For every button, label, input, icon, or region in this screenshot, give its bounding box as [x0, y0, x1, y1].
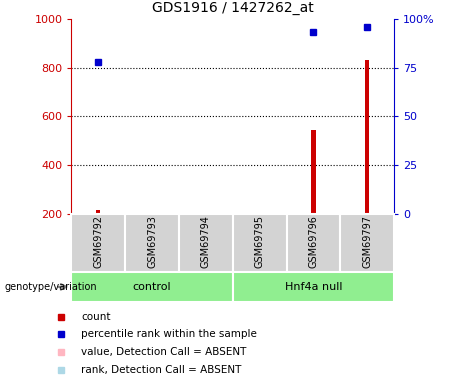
Bar — [96, 210, 100, 214]
Bar — [125, 214, 179, 272]
Bar — [150, 213, 154, 214]
Text: percentile rank within the sample: percentile rank within the sample — [82, 329, 257, 339]
Text: GSM69793: GSM69793 — [147, 216, 157, 268]
Title: GDS1916 / 1427262_at: GDS1916 / 1427262_at — [152, 1, 313, 15]
Bar — [71, 214, 125, 272]
Text: GSM69792: GSM69792 — [93, 216, 103, 268]
Bar — [204, 213, 208, 214]
Bar — [179, 214, 233, 272]
Text: count: count — [82, 312, 111, 322]
Text: genotype/variation: genotype/variation — [5, 282, 97, 292]
Bar — [311, 130, 316, 214]
Text: GSM69795: GSM69795 — [254, 216, 265, 268]
Text: control: control — [133, 282, 171, 292]
Bar — [340, 214, 394, 272]
Text: rank, Detection Call = ABSENT: rank, Detection Call = ABSENT — [82, 365, 242, 375]
Text: GSM69794: GSM69794 — [201, 216, 211, 268]
Bar — [233, 214, 287, 272]
Text: GSM69797: GSM69797 — [362, 216, 372, 268]
Bar — [71, 272, 233, 302]
Text: Hnf4a null: Hnf4a null — [285, 282, 342, 292]
Bar — [258, 213, 262, 214]
Text: GSM69796: GSM69796 — [308, 216, 319, 268]
Bar — [287, 214, 340, 272]
Bar — [233, 272, 394, 302]
Bar — [365, 60, 369, 214]
Text: value, Detection Call = ABSENT: value, Detection Call = ABSENT — [82, 347, 247, 357]
